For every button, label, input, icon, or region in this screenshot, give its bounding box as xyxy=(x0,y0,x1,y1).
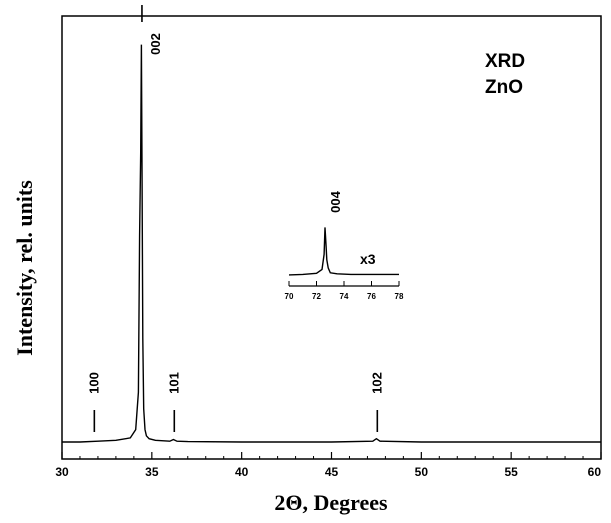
inset-scale-note: x3 xyxy=(360,251,376,267)
y-axis-label: Intensity, rel. units xyxy=(12,180,37,356)
peak-label-102: 102 xyxy=(369,372,384,394)
inset-series-line xyxy=(288,227,399,276)
annotation-xrd: XRD xyxy=(485,51,525,72)
inset-peak-label: 004 xyxy=(328,190,343,212)
x-axis-ticks: 30 35 40 45 50 55 60 xyxy=(55,452,602,479)
peak-label-100: 100 xyxy=(86,372,101,394)
inset-x-ticks: 70 72 74 76 78 xyxy=(285,281,404,301)
inset-tick-label: 76 xyxy=(367,292,376,301)
x-tick-label: 40 xyxy=(235,465,249,479)
inset-004: 70 72 74 76 78 004 x3 xyxy=(285,190,404,301)
x-tick-label: 35 xyxy=(145,465,159,479)
series-line xyxy=(62,44,601,443)
annotation-zno: ZnO xyxy=(485,77,523,98)
peak-label-002: 002 xyxy=(148,33,163,55)
x-tick-label: 30 xyxy=(55,465,69,479)
x-tick-label: 45 xyxy=(325,465,339,479)
x-axis-label: 2Θ, Degrees xyxy=(274,490,388,515)
peak-label-101: 101 xyxy=(166,372,181,394)
x-tick-label: 60 xyxy=(588,465,602,479)
inset-tick-label: 70 xyxy=(285,292,294,301)
x-tick-label: 50 xyxy=(415,465,429,479)
x-tick-label: 55 xyxy=(504,465,518,479)
inset-tick-label: 74 xyxy=(340,292,349,301)
inset-tick-label: 72 xyxy=(312,292,321,301)
peak-labels: 100 002 101 102 xyxy=(86,5,384,432)
inset-tick-label: 78 xyxy=(395,292,404,301)
